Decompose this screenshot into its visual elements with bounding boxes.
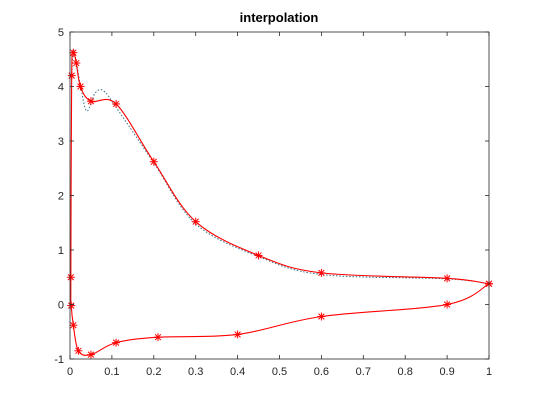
x-tick-label: 0.3 [188,366,203,378]
x-tick-label: 0.6 [314,366,329,378]
data-point-marker [254,251,263,260]
data-point-marker [317,268,326,277]
axes-box [69,31,490,360]
data-point-marker [443,300,452,309]
y-tick-label: 1 [58,245,64,257]
data-point-marker [74,346,83,355]
data-point-marker [69,48,78,57]
data-point-marker [72,59,81,68]
data-point-marker [317,312,326,321]
data-point-marker [191,217,200,226]
data-point-marker [86,350,95,359]
data-point-marker [149,157,158,166]
y-tick-label: 2 [58,191,64,203]
solid-series-line [70,50,490,356]
x-tick-label: 0.4 [230,366,245,378]
data-point-marker [443,274,452,283]
data-point-marker [67,301,76,310]
data-point-marker [67,71,76,80]
y-tick-label: 0 [58,300,64,312]
dotted-series-line [71,50,490,285]
y-tick-label: -1 [54,354,64,366]
x-tick-label: 0.7 [356,366,371,378]
data-point-marker [86,97,95,106]
y-tick-label: 4 [58,82,64,94]
y-tick-label: 3 [58,136,64,148]
x-tick-label: 1 [486,366,492,378]
x-tick-label: 0.9 [439,366,454,378]
data-point-marker [153,333,162,342]
x-tick-label: 0.5 [272,366,287,378]
data-point-marker [233,330,242,339]
data-point-marker [112,99,121,108]
series-layer [66,48,493,359]
data-point-marker [69,321,78,330]
y-tick-label: 5 [58,27,64,39]
x-tick-label: 0.1 [104,366,119,378]
data-point-marker [76,82,85,91]
data-point-marker [66,273,75,282]
chart-title: interpolation [240,10,319,25]
x-tick-label: 0.8 [398,366,413,378]
x-tick-label: 0 [67,366,73,378]
x-tick-label: 0.2 [146,366,161,378]
data-point-marker [112,338,121,347]
